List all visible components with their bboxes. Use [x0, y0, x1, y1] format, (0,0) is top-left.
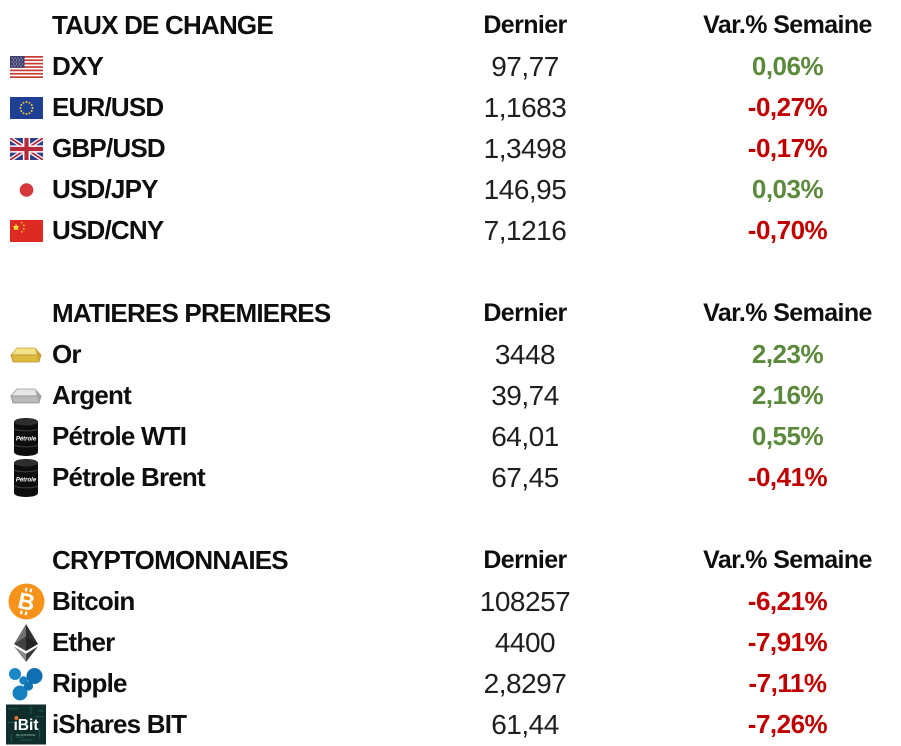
ibit-icon: ıBit BLACKROCK: [6, 704, 46, 745]
change-value: -0,41%: [747, 462, 828, 492]
svg-text:ıBit: ıBit: [13, 717, 38, 734]
oil-barrel-icon: Pétrole: [6, 457, 46, 498]
svg-text:Pétrole: Pétrole: [16, 436, 37, 442]
change-value: -7,91%: [747, 627, 828, 657]
last-value: 97,77: [491, 50, 559, 82]
instrument-label: DXY: [52, 51, 104, 81]
table-row: Argent 39,74 2,16%: [6, 375, 901, 416]
table-row: GBP/USD 1,3498 -0,17%: [6, 128, 901, 169]
last-value: 4400: [494, 626, 556, 658]
column-header-dernier: Dernier: [483, 546, 567, 574]
section-rows: B Bitcoin 108257 -6,21% Ether 4400 -7,91…: [6, 581, 901, 745]
last-value: 2,8297: [483, 667, 567, 699]
instrument-label: iShares BIT: [52, 709, 187, 739]
change-value: 0,03%: [751, 174, 824, 204]
change-value: 0,06%: [751, 51, 824, 81]
instrument-label: USD/CNY: [52, 215, 164, 245]
last-value: 1,1683: [483, 91, 567, 123]
svg-text:B: B: [15, 587, 37, 616]
section-title: TAUX DE CHANGE: [52, 10, 274, 40]
bitcoin-icon: B: [6, 581, 46, 622]
oil-barrel-icon: Pétrole: [6, 416, 46, 457]
section-title: CRYPTOMONNAIES: [52, 545, 289, 575]
section-rows: Or 3448 2,23% Argent 39,74 2,16% Pétrole…: [6, 334, 901, 498]
table-row: Ripple 2,8297 -7,11%: [6, 663, 901, 704]
japan-flag-icon: [6, 169, 46, 210]
instrument-label: Argent: [52, 380, 132, 410]
header-icon-spacer: [6, 5, 46, 46]
instrument-label: Ripple: [52, 668, 127, 698]
last-value: 3448: [494, 338, 556, 370]
change-value: -0,70%: [747, 215, 828, 245]
china-flag-icon: [6, 210, 46, 251]
change-value: -7,11%: [748, 668, 827, 698]
table-row: Ether 4400 -7,91%: [6, 622, 901, 663]
change-value: 2,23%: [751, 339, 824, 369]
svg-text:BLACKROCK: BLACKROCK: [16, 733, 36, 737]
instrument-label: USD/JPY: [52, 174, 158, 204]
last-value: 1,3498: [483, 132, 567, 164]
svg-text:Pétrole: Pétrole: [16, 477, 37, 483]
instrument-label: Pétrole Brent: [52, 462, 206, 492]
change-value: 0,55%: [751, 421, 824, 451]
instrument-label: Bitcoin: [52, 586, 135, 616]
header-icon-spacer: [6, 293, 46, 334]
market-section: CRYPTOMONNAIES Dernier Var.% Semaine B B…: [6, 540, 901, 745]
gold-bar-icon: [6, 334, 46, 375]
column-header-var: Var.% Semaine: [703, 11, 872, 39]
table-row: EUR/USD 1,1683 -0,27%: [6, 87, 901, 128]
ripple-icon: [6, 663, 46, 704]
market-section: TAUX DE CHANGE Dernier Var.% Semaine DXY…: [6, 5, 901, 251]
section-header-row: CRYPTOMONNAIES Dernier Var.% Semaine: [6, 540, 901, 581]
section-rows: DXY 97,77 0,06% EUR/USD 1,1683 -0,27% GB…: [6, 46, 901, 251]
last-value: 146,95: [483, 173, 567, 205]
table-row: Pétrole Pétrole Brent 67,45 -0,41%: [6, 457, 901, 498]
section-header-row: MATIERES PREMIERES Dernier Var.% Semaine: [6, 293, 901, 334]
last-value: 61,44: [491, 708, 559, 740]
instrument-label: EUR/USD: [52, 92, 164, 122]
change-value: 2,16%: [751, 380, 824, 410]
change-value: -7,26%: [747, 709, 828, 739]
section-title: MATIERES PREMIERES: [52, 298, 331, 328]
change-value: -6,21%: [747, 586, 828, 616]
header-icon-spacer: [6, 540, 46, 581]
table-row: Or 3448 2,23%: [6, 334, 901, 375]
change-value: -0,17%: [747, 133, 828, 163]
table-row: USD/JPY 146,95 0,03%: [6, 169, 901, 210]
table-row: USD/CNY 7,1216 -0,70%: [6, 210, 901, 251]
instrument-label: Ether: [52, 627, 115, 657]
column-header-var: Var.% Semaine: [703, 299, 872, 327]
us-flag-icon: [6, 46, 46, 87]
change-value: -0,27%: [747, 92, 828, 122]
eu-flag-icon: [6, 87, 46, 128]
column-header-var: Var.% Semaine: [703, 546, 872, 574]
last-value: 39,74: [491, 379, 559, 411]
last-value: 108257: [479, 585, 571, 617]
last-value: 7,1216: [483, 214, 567, 246]
table-row: Pétrole Pétrole WTI 64,01 0,55%: [6, 416, 901, 457]
table-row: DXY 97,77 0,06%: [6, 46, 901, 87]
ethereum-icon: [6, 622, 46, 663]
last-value: 67,45: [491, 461, 559, 493]
silver-bar-icon: [6, 375, 46, 416]
last-value: 64,01: [491, 420, 559, 452]
table-row: B Bitcoin 108257 -6,21%: [6, 581, 901, 622]
market-section: MATIERES PREMIERES Dernier Var.% Semaine…: [6, 293, 901, 498]
instrument-label: Pétrole WTI: [52, 421, 187, 451]
column-header-dernier: Dernier: [483, 299, 567, 327]
instrument-label: GBP/USD: [52, 133, 166, 163]
section-header-row: TAUX DE CHANGE Dernier Var.% Semaine: [6, 5, 901, 46]
column-header-dernier: Dernier: [483, 11, 567, 39]
instrument-label: Or: [52, 339, 82, 369]
table-row: ıBit BLACKROCK iShares BIT 61,44 -7,26%: [6, 704, 901, 745]
uk-flag-icon: [6, 128, 46, 169]
